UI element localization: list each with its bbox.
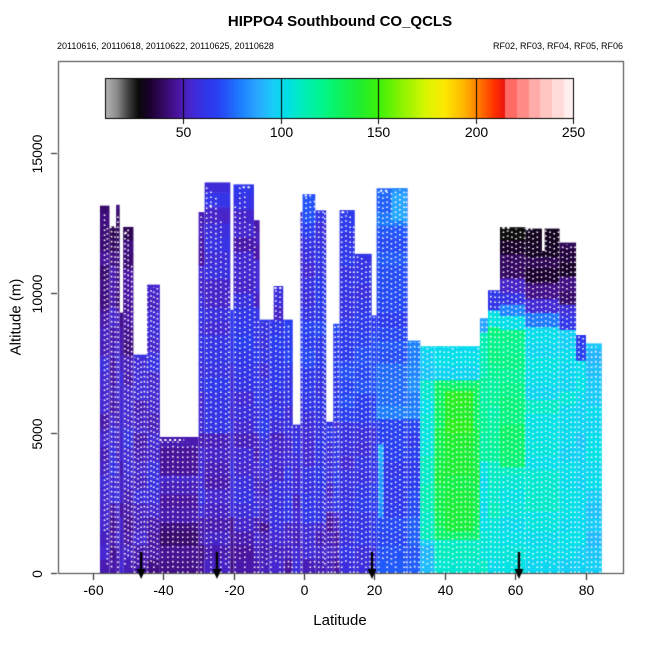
x-tick-label: 40 bbox=[437, 582, 454, 598]
x-tick-label: 0 bbox=[300, 582, 309, 598]
x-tick-label: 60 bbox=[507, 582, 524, 598]
x-tick-label: 20 bbox=[366, 582, 383, 598]
x-tick-label: -60 bbox=[83, 582, 104, 598]
colorbar-tick-label: 150 bbox=[366, 124, 391, 140]
x-tick-label: -20 bbox=[224, 582, 245, 598]
x-tick-label: -40 bbox=[153, 582, 174, 598]
colorbar-tick-label: 50 bbox=[175, 124, 192, 140]
y-tick-label: 0 bbox=[29, 569, 45, 578]
colorbar-tick-label: 100 bbox=[269, 124, 294, 140]
y-tick-label: 10000 bbox=[29, 274, 45, 313]
x-axis-label: Latitude bbox=[313, 612, 367, 629]
colorbar-tick-label: 250 bbox=[561, 124, 586, 140]
subtitle-dates: 20110616, 20110618, 20110622, 20110625, … bbox=[57, 41, 274, 51]
x-tick-label: 80 bbox=[578, 582, 595, 598]
y-tick-label: 5000 bbox=[29, 417, 45, 450]
subtitle-flights: RF02, RF03, RF04, RF05, RF06 bbox=[492, 41, 623, 51]
y-tick-label: 15000 bbox=[29, 134, 45, 173]
colorbar-tick-label: 200 bbox=[464, 124, 489, 140]
y-axis-label: Altitude (m) bbox=[7, 278, 25, 356]
chart-title: HIPPO4 Southbound CO_QCLS bbox=[227, 13, 453, 30]
